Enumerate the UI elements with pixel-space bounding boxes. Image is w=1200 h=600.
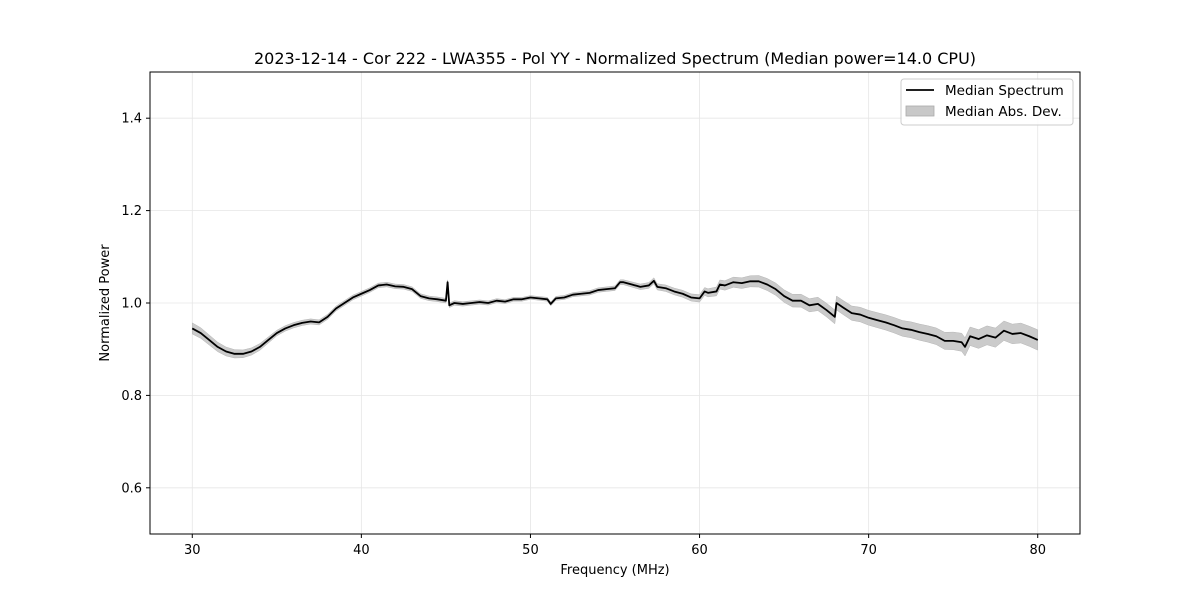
mad-band-group bbox=[192, 275, 1038, 359]
legend-label-median-abs-dev: Median Abs. Dev. bbox=[945, 104, 1062, 120]
y-tick-label: 1.4 bbox=[121, 112, 142, 127]
grid bbox=[150, 72, 1080, 534]
legend-box bbox=[900, 78, 1074, 126]
y-tick-label: 0.8 bbox=[121, 389, 142, 404]
chart-title: 2023-12-14 - Cor 222 - LWA355 - Pol YY -… bbox=[254, 49, 976, 68]
x-tick-label: 60 bbox=[691, 543, 708, 558]
legend-label-median-spectrum: Median Spectrum bbox=[945, 83, 1064, 99]
y-axis-label: Normalized Power bbox=[98, 244, 113, 362]
x-tick-label: 30 bbox=[184, 543, 201, 558]
mad-band bbox=[192, 275, 1038, 359]
x-axis-label: Frequency (MHz) bbox=[560, 563, 669, 578]
x-tick-label: 70 bbox=[860, 543, 877, 558]
y-tick-label: 1.2 bbox=[121, 204, 142, 219]
median-spectrum-line bbox=[191, 279, 1039, 355]
y-tick-label: 1.0 bbox=[121, 297, 142, 312]
x-tick-label: 50 bbox=[522, 543, 539, 558]
y-axis-ticks: 0.6 0.8 1.0 1.2 1.4 bbox=[121, 112, 150, 496]
x-tick-label: 40 bbox=[353, 543, 370, 558]
legend: Median Spectrum Median Abs. Dev. bbox=[900, 78, 1074, 126]
x-tick-label: 80 bbox=[1029, 543, 1046, 558]
legend-patch-swatch bbox=[905, 105, 935, 117]
median-line-group bbox=[191, 279, 1039, 355]
x-axis-ticks: 30 40 50 60 70 80 bbox=[184, 534, 1046, 558]
y-tick-label: 0.6 bbox=[121, 481, 142, 496]
